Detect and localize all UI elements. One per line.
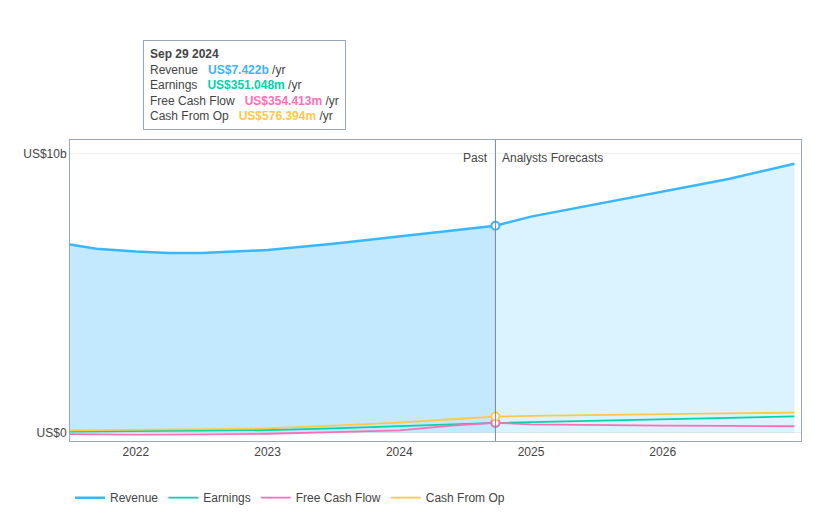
svg-text:Free Cash Flow: Free Cash Flow <box>296 491 381 505</box>
svg-text:2025: 2025 <box>518 445 545 459</box>
svg-text:Past: Past <box>463 151 488 165</box>
svg-text:US$0: US$0 <box>37 426 67 440</box>
svg-text:Earnings: Earnings <box>203 491 250 505</box>
svg-text:Cash From Op: Cash From Op <box>426 491 505 505</box>
svg-text:Sep 29 2024Revenue US$7.422b: Sep 29 2024Revenue US$7.422b /yrEarnings… <box>150 47 339 123</box>
svg-text:Revenue: Revenue <box>110 491 158 505</box>
svg-text:2024: 2024 <box>386 445 413 459</box>
svg-text:2026: 2026 <box>649 445 676 459</box>
svg-text:2022: 2022 <box>123 445 150 459</box>
svg-text:2023: 2023 <box>254 445 281 459</box>
svg-text:US$10b: US$10b <box>23 147 67 161</box>
svg-text:Analysts Forecasts: Analysts Forecasts <box>502 151 603 165</box>
